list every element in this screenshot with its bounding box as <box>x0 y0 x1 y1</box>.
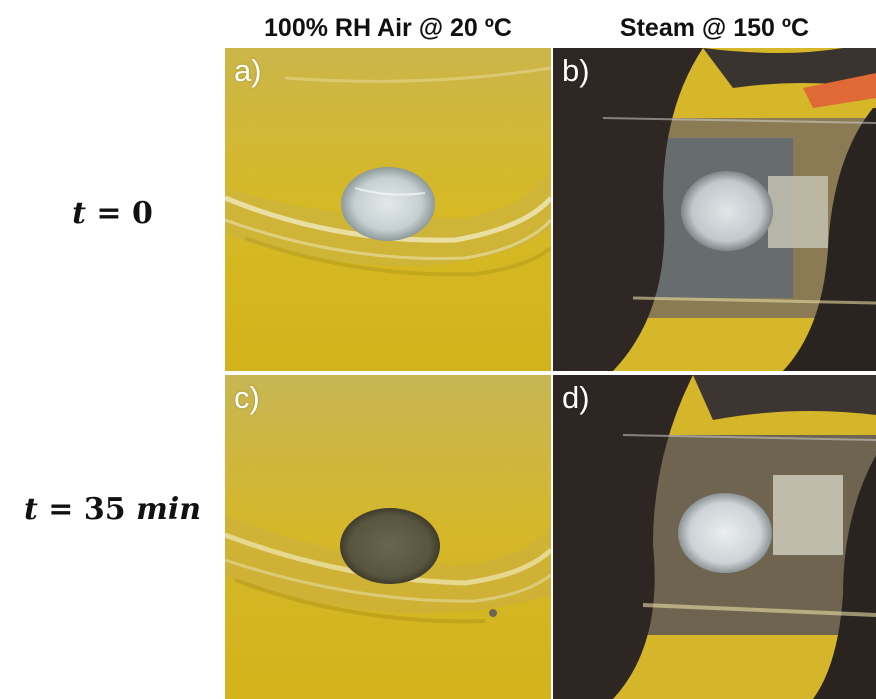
sample-disc <box>681 171 773 251</box>
photo-panel-a: a) <box>225 48 551 371</box>
row-label-unit: min <box>136 492 202 527</box>
panel-label: b) <box>562 53 590 88</box>
panel-label: d) <box>562 380 590 415</box>
photo-panel-c: c) <box>225 375 551 699</box>
petri-dish-photo <box>225 375 551 699</box>
steam-tube-photo <box>553 48 876 371</box>
sample-disc <box>678 493 772 573</box>
petri-dish-photo <box>225 48 551 371</box>
column-header-steam: Steam @ 150 ºC <box>619 14 810 42</box>
panel-label: a) <box>234 53 262 88</box>
row-label-t35: t = 35 min <box>0 492 225 527</box>
sample-disc <box>341 167 435 241</box>
photo-panel-d: d) <box>553 375 876 699</box>
sample-disc <box>340 508 440 584</box>
row-label-eq: = <box>96 196 122 231</box>
photo-panel-b: b) <box>553 48 876 371</box>
row-label-var: t <box>72 196 86 231</box>
panel-label: c) <box>234 380 260 415</box>
row-label-t0: t = 0 <box>0 196 225 231</box>
row-label-val: 0 <box>132 196 153 231</box>
row-label-val: 35 <box>83 492 126 527</box>
steam-tube-photo <box>553 375 876 699</box>
row-label-var: t <box>23 492 38 527</box>
column-header-air: 100% RH Air @ 20 ºC <box>264 14 512 42</box>
row-label-eq: = <box>48 492 74 527</box>
